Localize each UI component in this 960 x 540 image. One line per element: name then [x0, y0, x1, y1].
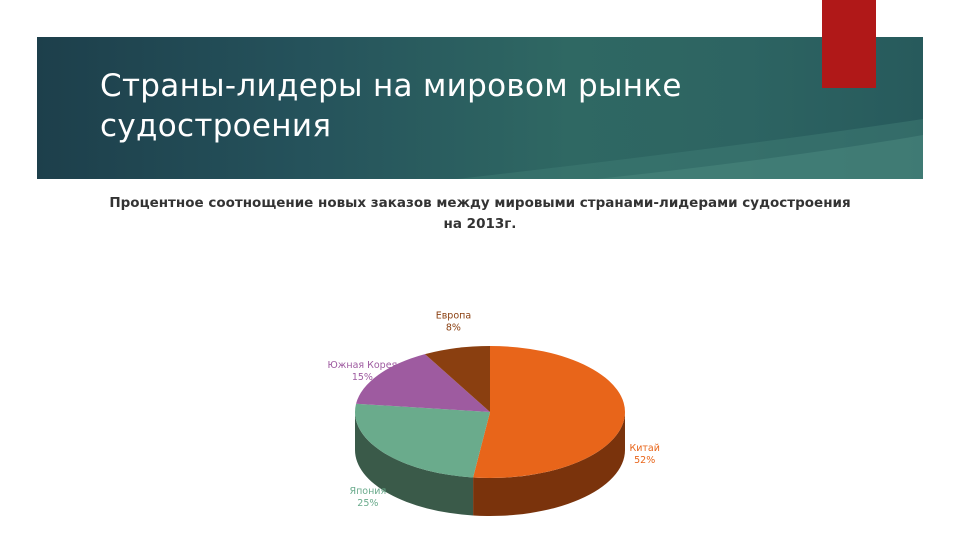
pie-label-name: Китай [629, 443, 659, 454]
pie-slice-европа [424, 346, 490, 412]
pie-label-name: Южная Корея [328, 360, 398, 371]
title-banner [37, 37, 923, 179]
pie-side-китай [473, 412, 625, 516]
pie-label-value: 8% [446, 322, 461, 333]
pie-slice-япония [355, 403, 490, 478]
pie-sides [355, 412, 625, 516]
pie-label-value: 15% [352, 372, 373, 383]
pie-label-value: 25% [357, 498, 378, 509]
chart-title: Процентное соотнощение новых заказов меж… [109, 195, 851, 232]
pie-slice-южная-корея [356, 354, 490, 412]
pie-label-name: Япония [349, 486, 386, 497]
pie-slice-китай [473, 346, 625, 478]
pie-label-value: 52% [634, 455, 655, 466]
banner-decoration [457, 119, 923, 179]
pie-slices [355, 346, 625, 478]
slide-title: Страны-лидеры на мировом рынке судострое… [100, 68, 682, 144]
accent-bar [822, 0, 876, 88]
pie-label-name: Европа [436, 310, 471, 321]
pie-side-япония [355, 412, 474, 516]
